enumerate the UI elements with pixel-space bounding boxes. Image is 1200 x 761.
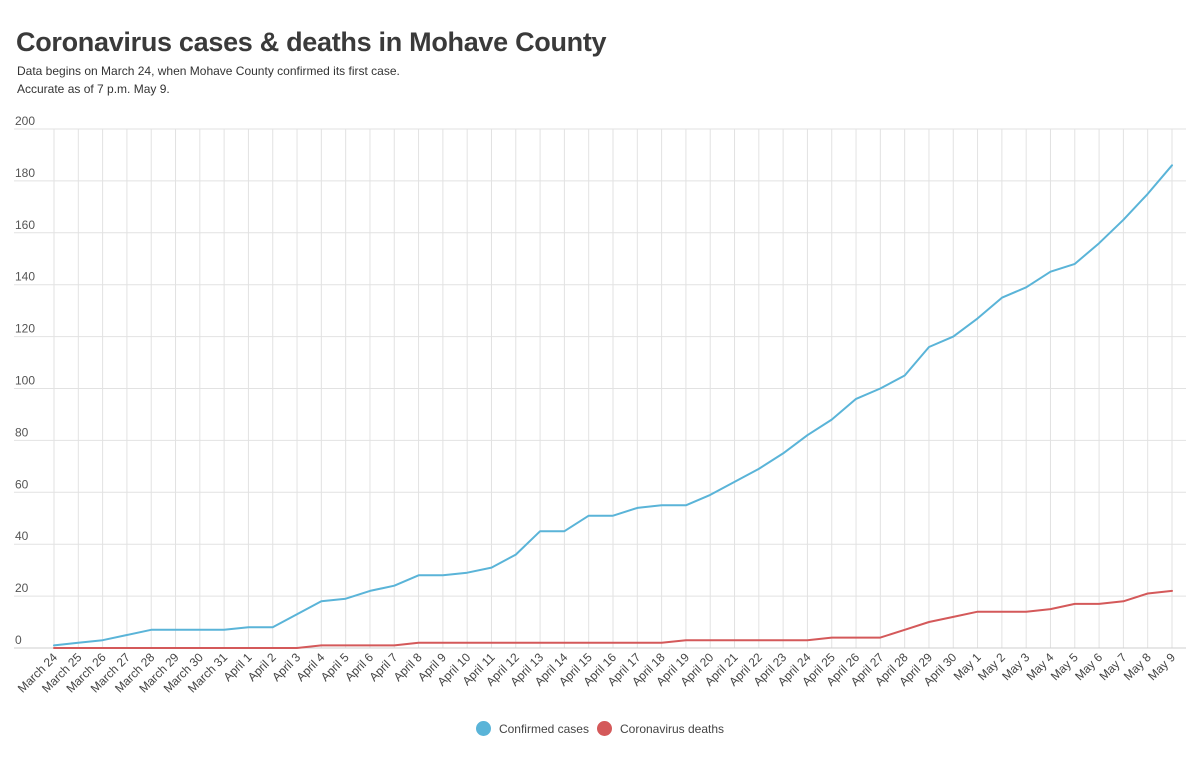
- y-tick-label: 0: [15, 633, 22, 647]
- y-tick-label: 180: [15, 166, 35, 180]
- legend-item-confirmed-cases: Confirmed cases: [475, 721, 589, 736]
- y-axis-ticks: 0 20 40 60 80 100 120 140 160 180 200: [15, 114, 35, 647]
- y-tick-label: 20: [15, 581, 29, 595]
- y-tick-label: 120: [15, 322, 35, 336]
- legend-label-confirmed-cases: Confirmed cases: [498, 721, 589, 736]
- series-line-coronavirus-deaths: [53, 589, 1173, 649]
- y-tick-label: 80: [15, 425, 29, 439]
- legend-swatch-confirmed-cases: [475, 721, 491, 736]
- y-tick-label: 100: [15, 374, 35, 388]
- y-tick-label: 160: [15, 218, 35, 232]
- y-tick-label: 60: [15, 477, 29, 491]
- series-lines: [53, 164, 1173, 649]
- legend-label-coronavirus-deaths: Coronavirus deaths: [619, 721, 725, 736]
- y-tick-label: 40: [15, 529, 29, 543]
- series-line-confirmed-cases: [53, 164, 1173, 647]
- chart-subtitle-line-1: Data begins on March 24, when Mohave Cou…: [17, 64, 400, 78]
- chart-subtitle-line-2: Accurate as of 7 p.m. May 9.: [17, 82, 170, 96]
- x-tick-label: May 9: [1145, 650, 1178, 683]
- y-tick-label: 140: [15, 270, 35, 284]
- chart-title: Coronavirus cases & deaths in Mohave Cou…: [16, 27, 607, 57]
- y-tick-label: 200: [15, 114, 35, 128]
- legend-item-coronavirus-deaths: Coronavirus deaths: [596, 721, 725, 736]
- grid-lines: [14, 128, 1186, 649]
- legend: Confirmed cases Coronavirus deaths: [0, 721, 1200, 736]
- legend-swatch-coronavirus-deaths: [596, 721, 612, 736]
